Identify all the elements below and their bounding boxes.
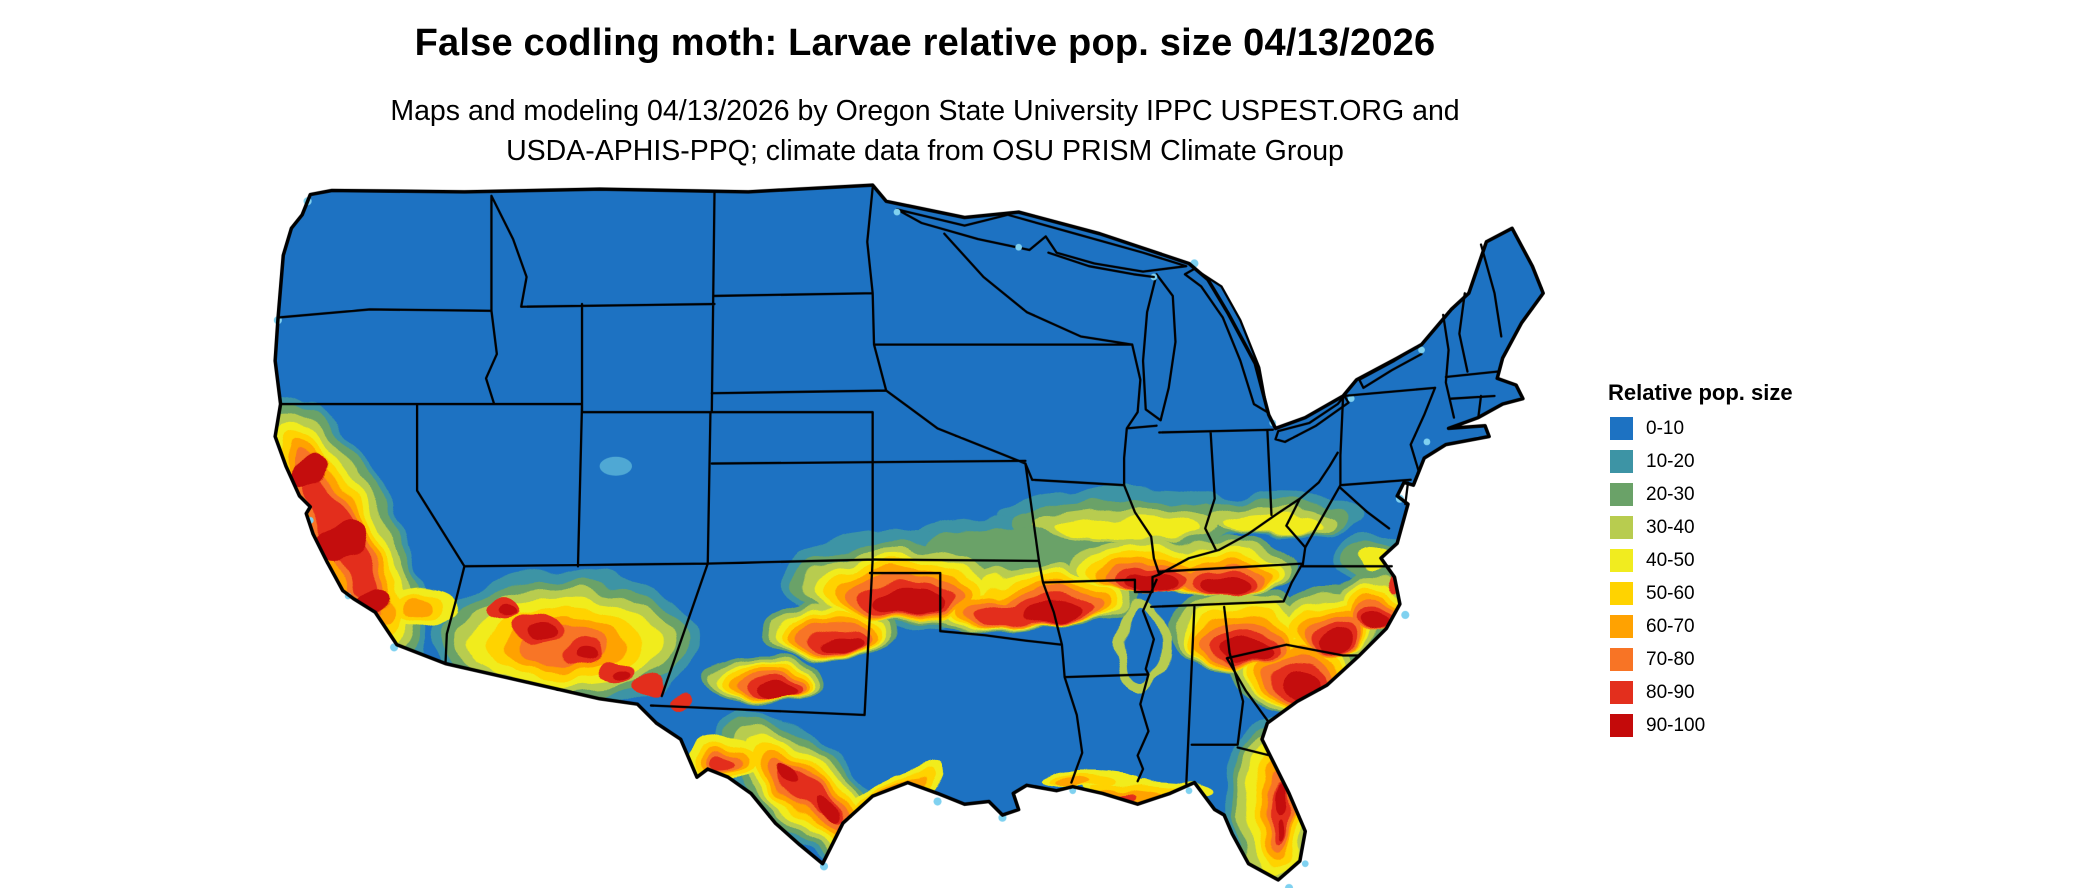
legend-item: 0-10 bbox=[1610, 417, 1902, 440]
legend-item: 70-80 bbox=[1610, 648, 1902, 671]
page-title: False codling moth: Larvae relative pop.… bbox=[414, 22, 1436, 64]
us-map bbox=[273, 183, 1545, 893]
lake-superior bbox=[895, 208, 1188, 273]
legend-item: 80-90 bbox=[1610, 681, 1902, 704]
legend-swatch bbox=[1610, 417, 1633, 440]
us-outline bbox=[273, 183, 1545, 882]
legend-item: 90-100 bbox=[1610, 714, 1902, 737]
legend-swatch bbox=[1610, 681, 1633, 704]
legend-swatch bbox=[1610, 648, 1633, 671]
lake-huron bbox=[1183, 267, 1269, 414]
legend-swatch bbox=[1610, 582, 1633, 605]
header: False codling moth: Larvae relative pop.… bbox=[0, 22, 1850, 172]
legend-item: 40-50 bbox=[1610, 549, 1902, 572]
legend-swatch bbox=[1610, 714, 1633, 737]
legend-item: 10-20 bbox=[1610, 450, 1902, 473]
subtitle-line-1: Maps and modeling 04/13/2026 by Oregon S… bbox=[390, 95, 1460, 127]
lake-erie bbox=[1274, 394, 1350, 444]
legend-swatch bbox=[1610, 549, 1633, 572]
legend-item: 20-30 bbox=[1610, 483, 1902, 506]
legend-item: 50-60 bbox=[1610, 582, 1902, 605]
lake-michigan bbox=[1141, 273, 1177, 422]
legend-label: 10-20 bbox=[1646, 450, 1695, 472]
subtitle-line-2: USDA-APHIS-PPQ; climate data from OSU PR… bbox=[506, 135, 1344, 168]
legend-label: 70-80 bbox=[1646, 648, 1695, 670]
legend-label: 20-30 bbox=[1646, 483, 1695, 505]
legend-swatch bbox=[1610, 483, 1633, 506]
legend-label: 90-100 bbox=[1646, 714, 1706, 736]
great-lakes bbox=[599, 208, 1423, 476]
legend-label: 0-10 bbox=[1646, 417, 1685, 439]
legend-label: 60-70 bbox=[1646, 615, 1695, 637]
legend-label: 80-90 bbox=[1646, 681, 1695, 703]
legend-title: Relative pop. size bbox=[1608, 380, 1793, 405]
legend-label: 40-50 bbox=[1646, 549, 1695, 571]
legend-item: 60-70 bbox=[1610, 615, 1902, 638]
us-map-container bbox=[258, 158, 1590, 893]
mississippi-valley-wedge bbox=[1114, 598, 1169, 691]
heat-layers bbox=[275, 393, 1408, 880]
great-salt-lake bbox=[599, 456, 632, 476]
map-subtitle: Maps and modeling 04/13/2026 by Oregon S… bbox=[0, 91, 1850, 172]
legend: Relative pop. size 0-10 10-20 20-30 30-4… bbox=[1602, 380, 1902, 747]
legend-swatch bbox=[1610, 615, 1633, 638]
state-borders bbox=[276, 186, 1503, 786]
legend-swatch bbox=[1610, 450, 1633, 473]
legend-label: 30-40 bbox=[1646, 516, 1695, 538]
legend-item: 30-40 bbox=[1610, 516, 1902, 539]
map-fill-layers bbox=[275, 185, 1544, 880]
legend-label: 50-60 bbox=[1646, 582, 1695, 604]
legend-swatch bbox=[1610, 516, 1633, 539]
